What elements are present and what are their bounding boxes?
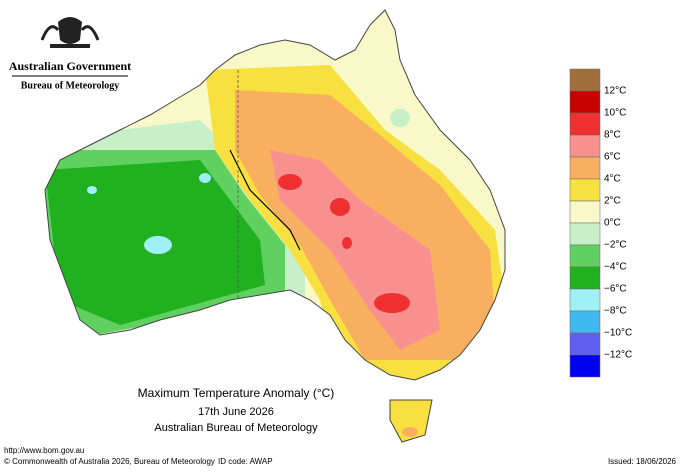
legend-label: 0°C <box>604 218 621 229</box>
legend-swatch <box>569 332 601 356</box>
legend-swatch <box>569 156 601 180</box>
legend-label: −10°C <box>604 328 632 339</box>
legend-swatch <box>569 90 601 114</box>
legend-swatch <box>569 288 601 312</box>
footer-url: http://www.bom.gov.au <box>4 446 84 455</box>
legend-label: 8°C <box>604 130 621 141</box>
legend-swatch <box>569 68 601 92</box>
legend-swatch <box>569 178 601 202</box>
title-line1: Maximum Temperature Anomaly (°C) <box>138 386 335 400</box>
footer-id: ID code: AWAP <box>218 457 273 466</box>
legend-label: −2°C <box>604 240 627 251</box>
legend-swatch <box>569 310 601 334</box>
legend-swatch <box>569 244 601 268</box>
legend-label: −4°C <box>604 262 627 273</box>
legend-label: 4°C <box>604 174 621 185</box>
title-line2: 17th June 2026 <box>198 406 274 418</box>
legend-label: −12°C <box>604 350 632 361</box>
legend-swatch <box>569 266 601 290</box>
crest <box>40 17 100 48</box>
legend-swatch <box>569 222 601 246</box>
legend-swatch <box>569 134 601 158</box>
legend-label: 6°C <box>604 152 621 163</box>
footer-issued: Issued: 18/06/2026 <box>608 457 677 466</box>
legend-label: 10°C <box>604 108 626 119</box>
legend-label: −6°C <box>604 284 627 295</box>
legend-swatch <box>569 200 601 224</box>
legend: 12°C 10°C 8°C 6°C 4°C 2°C 0°C −2°C −4°C −6°C −8°C −… <box>569 68 632 378</box>
legend-swatch <box>569 112 601 136</box>
legend-swatch <box>569 354 601 378</box>
bureau-name: Bureau of Meteorology <box>21 80 120 91</box>
legend-label: −8°C <box>604 306 627 317</box>
gov-name: Australian Government <box>9 59 131 73</box>
footer-copyright: © Commonwealth of Australia 2026, Bureau… <box>4 457 215 466</box>
legend-label: 2°C <box>604 196 621 207</box>
title-line3: Australian Bureau of Meteorology <box>154 422 318 434</box>
legend-label: 12°C <box>604 86 626 97</box>
